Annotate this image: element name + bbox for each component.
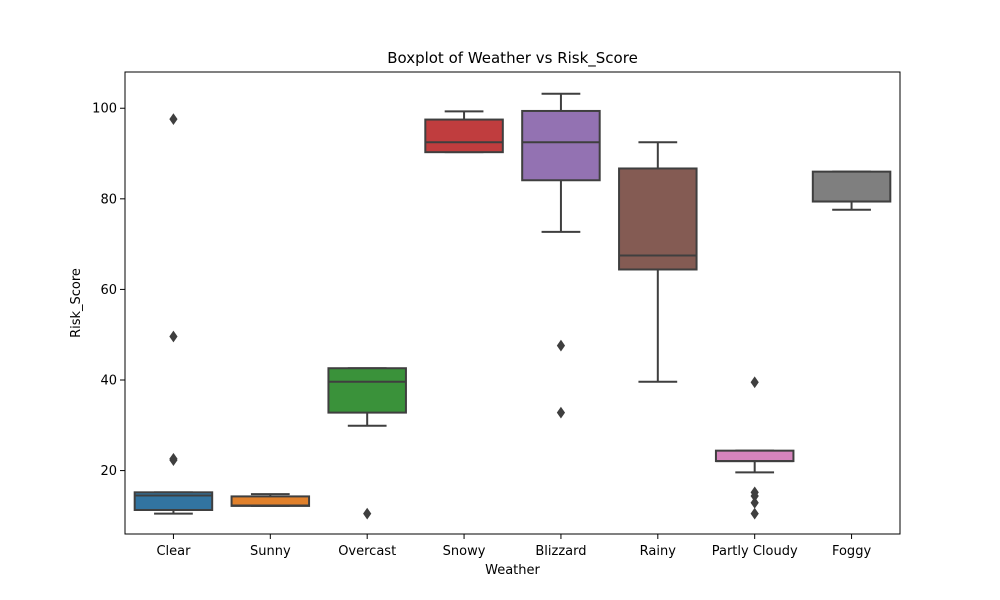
y-tick-label: 20 [100,464,117,479]
y-tick-label: 40 [100,374,117,389]
x-tick-label: Partly Cloudy [712,544,798,559]
outlier-point [556,339,566,352]
box-foggy [811,170,892,203]
y-tick-label: 100 [92,102,117,117]
box-snowy [424,118,504,154]
box-partly-cloudy [714,449,795,463]
plot-area: 20 40 60 80 100 Clear Sunny Overcast Snowy Blizza… [92,92,892,559]
y-tick-label: 60 [100,283,117,298]
outlier-point [169,452,178,465]
x-tick-label: Blizzard [535,544,586,559]
x-tick-label: Foggy [832,544,871,559]
outlier-point [556,406,566,419]
x-tick-label: Clear [156,544,191,559]
chart-title: Boxplot of Weather vs Risk_Score [387,49,638,68]
outlier-point [169,113,178,125]
outlier-point [750,376,759,389]
x-axis-label: Weather [485,563,540,578]
outlier-point [750,496,759,509]
x-tick-label: Overcast [338,544,396,559]
outlier-point [169,330,178,343]
box-clear [133,491,214,511]
x-tick-label: Sunny [250,544,291,559]
box-rainy [618,167,698,271]
box-blizzard [521,109,601,182]
outlier-point [750,486,759,499]
x-tick-label: Snowy [443,544,486,559]
y-axis-label: Risk_Score [69,268,84,338]
outlier-point [750,507,759,520]
outlier-point [363,507,372,520]
x-tick-label: Rainy [640,544,677,559]
plot-frame [124,71,901,535]
y-tick-label: 80 [100,192,117,207]
box-overcast [327,367,407,414]
